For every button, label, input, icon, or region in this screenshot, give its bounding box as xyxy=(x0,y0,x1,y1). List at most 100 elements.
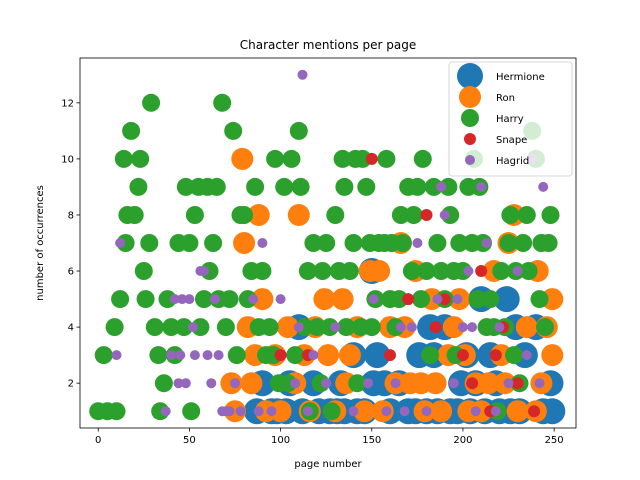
point-harry-100 xyxy=(413,149,432,168)
point-harry-36 xyxy=(207,177,226,196)
point-harry-105 xyxy=(432,262,451,280)
point-hagrid-17 xyxy=(213,350,224,361)
point-harry-92 xyxy=(390,290,409,309)
point-harry-49 xyxy=(253,262,272,280)
point-hermione-19 xyxy=(364,342,391,369)
point-hagrid-27 xyxy=(275,294,286,305)
point-harry-32 xyxy=(195,290,213,309)
point-harry-40 xyxy=(220,290,239,309)
point-hagrid-40 xyxy=(395,322,406,333)
point-harry-88 xyxy=(377,149,396,168)
point-harry-135 xyxy=(530,290,549,309)
point-ron-5 xyxy=(240,372,263,395)
point-hagrid-28 xyxy=(290,378,301,389)
point-harry-11 xyxy=(129,177,148,196)
point-harry-103 xyxy=(424,177,443,196)
point-hagrid-6 xyxy=(175,350,186,361)
x-tick-label: 250 xyxy=(545,435,564,446)
point-harry-62 xyxy=(298,262,317,280)
point-hagrid-30 xyxy=(297,69,308,80)
point-hagrid-47 xyxy=(439,210,450,220)
point-hagrid-45 xyxy=(432,294,443,305)
point-harry-38 xyxy=(213,93,232,112)
legend-marker-ron xyxy=(459,86,481,108)
point-harry-107 xyxy=(439,177,458,196)
point-harry-67 xyxy=(313,262,332,280)
point-hermione-50 xyxy=(539,398,566,425)
point-harry-56 xyxy=(278,374,297,393)
point-snape-12 xyxy=(489,349,502,362)
point-hagrid-41 xyxy=(399,406,410,417)
point-harry-21 xyxy=(158,290,177,309)
point-harry-131 xyxy=(517,206,536,224)
y-tick-label: 10 xyxy=(61,154,74,165)
point-harry-68 xyxy=(317,234,336,252)
point-snape-8 xyxy=(456,349,469,362)
point-hagrid-21 xyxy=(230,378,240,389)
y-tick-label: 12 xyxy=(61,98,74,109)
point-ron-39 xyxy=(430,400,453,423)
point-harry-9 xyxy=(122,121,141,140)
point-harry-57 xyxy=(282,149,301,168)
x-tick-label: 100 xyxy=(271,435,290,446)
point-harry-18 xyxy=(149,346,168,365)
point-hagrid-13 xyxy=(199,266,209,276)
point-harry-51 xyxy=(260,318,279,337)
point-harry-27 xyxy=(180,234,199,252)
point-hagrid-14 xyxy=(202,350,213,361)
legend: Hermione Ron Harry Snape Hagrid xyxy=(448,61,573,177)
point-ron-2 xyxy=(231,147,254,170)
legend-label-harry: Harry xyxy=(496,114,524,125)
point-hagrid-16 xyxy=(209,294,220,305)
point-ron-53 xyxy=(506,400,529,423)
point-harry-1 xyxy=(94,346,113,365)
y-tick-label: 8 xyxy=(68,210,74,221)
point-harry-104 xyxy=(428,234,447,252)
point-harry-101 xyxy=(417,262,436,280)
point-harry-132 xyxy=(519,262,538,280)
point-ron-12 xyxy=(276,316,299,339)
point-hagrid-53 xyxy=(470,406,481,417)
y-axis-label: number of occurrences xyxy=(35,185,46,301)
legend-label-snape: Snape xyxy=(496,135,527,146)
point-harry-123 xyxy=(492,262,511,280)
point-harry-111 xyxy=(450,234,469,252)
point-harry-73 xyxy=(333,149,352,168)
point-harry-10 xyxy=(125,206,144,224)
point-hagrid-62 xyxy=(534,378,545,389)
legend-label-hermione: Hermione xyxy=(496,72,545,83)
point-hermione-42 xyxy=(493,286,520,313)
point-hagrid-15 xyxy=(206,378,217,389)
point-hagrid-37 xyxy=(368,294,379,305)
point-ron-41 xyxy=(442,316,465,339)
point-harry-25 xyxy=(174,318,193,337)
point-harry-35 xyxy=(204,234,223,252)
point-hagrid-56 xyxy=(490,406,501,417)
legend-marker-snape xyxy=(464,133,476,145)
point-hagrid-23 xyxy=(248,294,259,305)
x-tick-label: 150 xyxy=(362,435,381,446)
point-harry-12 xyxy=(131,149,150,168)
point-harry-22 xyxy=(162,318,181,337)
point-harry-74 xyxy=(335,177,354,196)
x-tick-label: 50 xyxy=(183,435,196,446)
x-tick-label: 0 xyxy=(95,435,101,446)
point-harry-14 xyxy=(136,290,155,309)
point-snape-6 xyxy=(429,321,442,334)
point-harry-102 xyxy=(421,346,440,365)
point-harry-120 xyxy=(481,290,500,309)
point-snape-10 xyxy=(475,265,488,277)
legend-label-hagrid: Hagrid xyxy=(496,156,529,167)
point-harry-20 xyxy=(154,374,173,393)
point-snape-2 xyxy=(365,152,378,165)
point-hagrid-57 xyxy=(494,322,505,333)
point-harry-29 xyxy=(185,206,204,224)
point-hagrid-26 xyxy=(266,406,277,417)
point-hagrid-60 xyxy=(521,350,532,361)
point-harry-84 xyxy=(362,318,381,337)
point-harry-125 xyxy=(499,234,518,252)
point-hagrid-0 xyxy=(111,350,122,361)
point-harry-47 xyxy=(246,177,265,196)
point-harry-17 xyxy=(145,318,164,337)
